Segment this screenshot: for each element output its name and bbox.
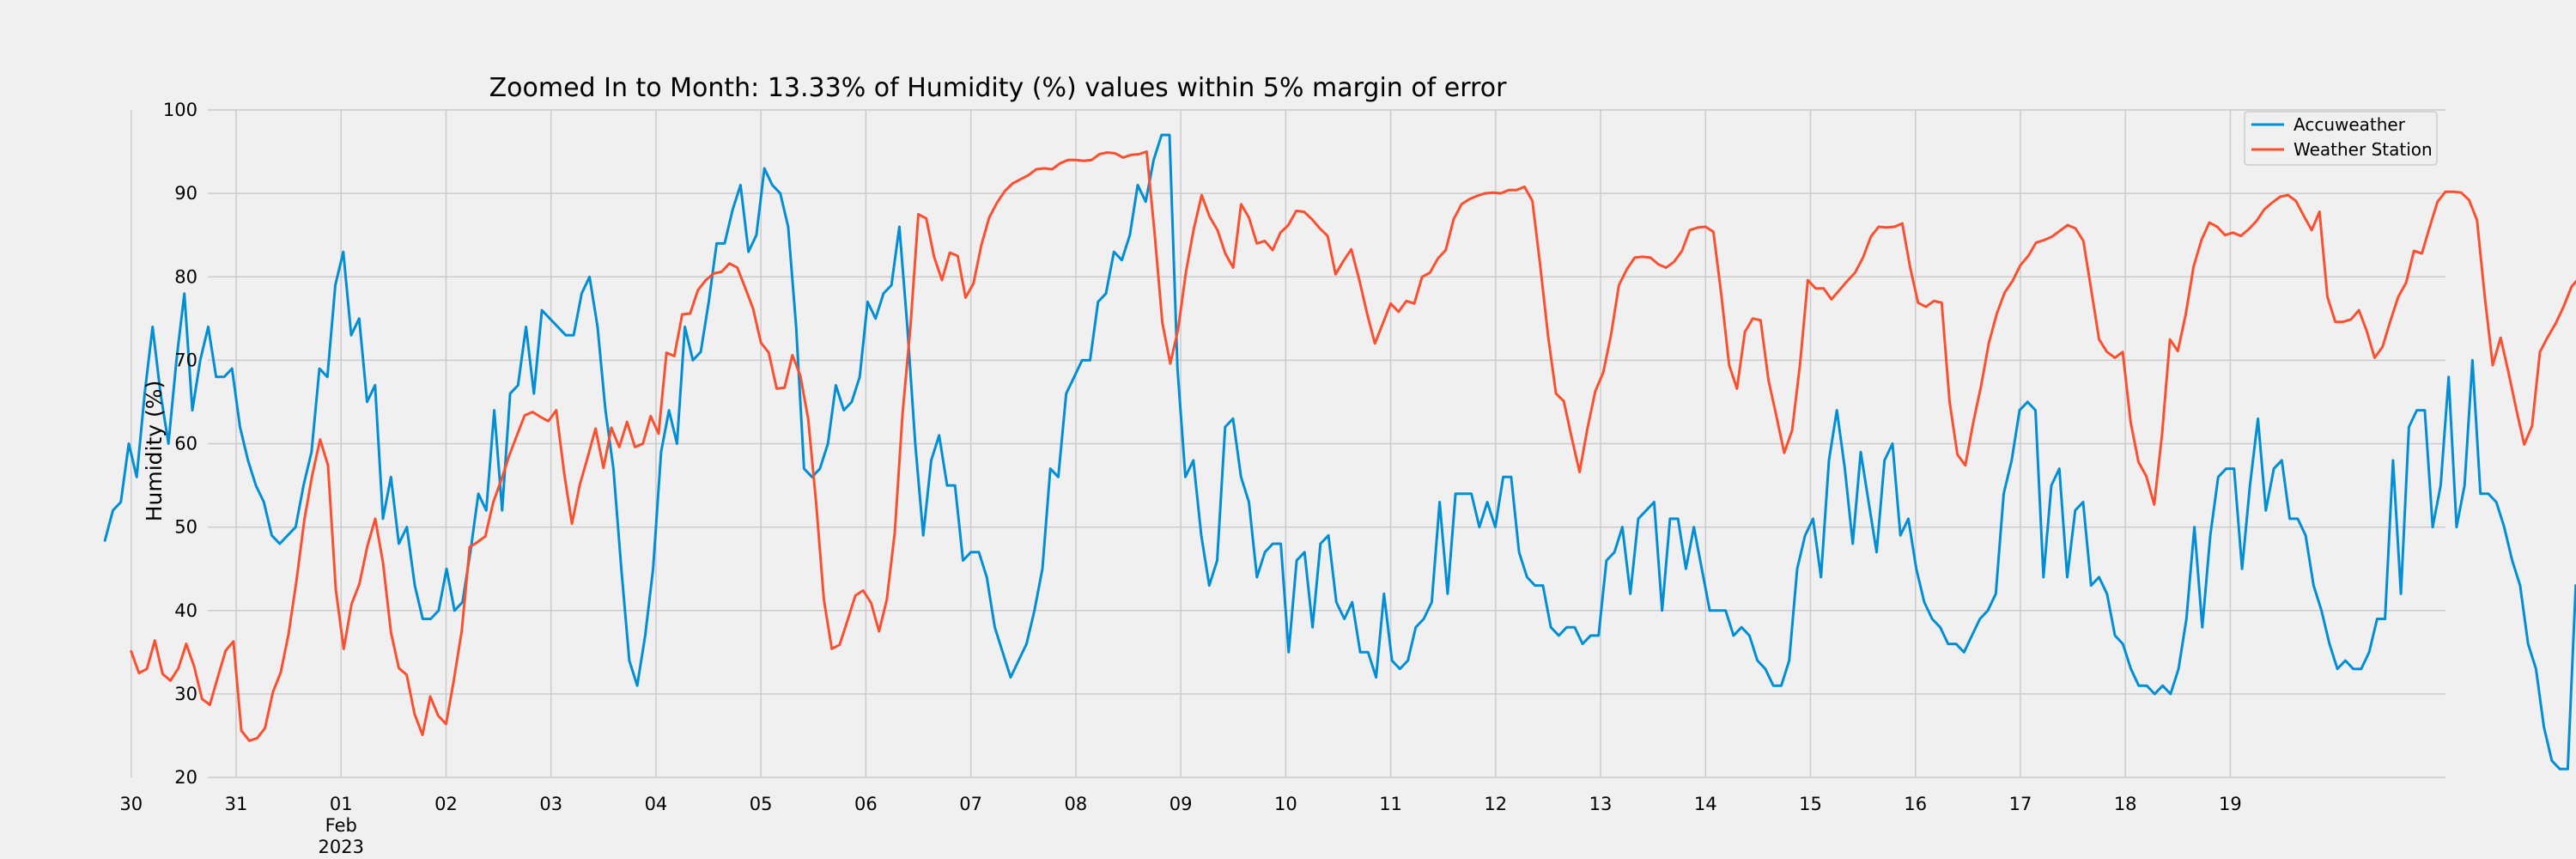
y-tick-label: 90 xyxy=(174,183,197,204)
y-tick-label: 60 xyxy=(174,434,197,454)
x-tick-label: 04 xyxy=(645,794,668,814)
y-axis-tick-labels: 20 30 40 50 60 70 80 90 100 xyxy=(163,100,197,788)
legend: Accuweather Weather Station xyxy=(2244,111,2438,166)
grid-lines xyxy=(131,109,2445,778)
y-tick-label: 100 xyxy=(163,100,197,120)
x-tick-label: 14 xyxy=(1694,794,1717,814)
x-tick-sublabel: Feb xyxy=(325,815,357,836)
x-tick-label: 18 xyxy=(2114,794,2137,814)
x-tick-label: 12 xyxy=(1484,794,1507,814)
x-tick-label: 10 xyxy=(1274,794,1297,814)
series-line-accuweather xyxy=(103,133,2576,771)
x-tick-label: 01 xyxy=(330,794,353,814)
y-tick-label: 50 xyxy=(174,517,197,538)
x-tick-label: 03 xyxy=(539,794,562,814)
series-layer xyxy=(103,133,2576,771)
x-tick-label: 07 xyxy=(959,794,982,814)
x-tick-label: 09 xyxy=(1170,794,1193,814)
x-tick-label: 19 xyxy=(2219,794,2242,814)
x-tick-label: 08 xyxy=(1064,794,1087,814)
y-tick-label: 20 xyxy=(174,767,197,788)
y-tick-label: 30 xyxy=(174,684,197,704)
x-tick-label: 17 xyxy=(2009,794,2032,814)
x-tick-sublabel: 2023 xyxy=(319,837,364,857)
x-tick-label: 05 xyxy=(750,794,773,814)
x-tick-label: 02 xyxy=(434,794,458,814)
legend-label-accuweather: Accuweather xyxy=(2293,114,2406,135)
x-tick-label: 31 xyxy=(225,794,248,814)
x-tick-label: 13 xyxy=(1589,794,1613,814)
legend-box xyxy=(2244,111,2438,166)
y-tick-label: 70 xyxy=(174,350,197,370)
chart-title: Zoomed In to Month: 13.33% of Humidity (… xyxy=(489,73,1507,103)
y-axis-label: Humidity (%) xyxy=(142,381,167,522)
x-tick-label: 15 xyxy=(1799,794,1822,814)
series-line-weather-station xyxy=(130,150,2576,742)
x-tick-label: 11 xyxy=(1379,794,1402,814)
y-tick-label: 40 xyxy=(174,600,197,621)
x-tick-label: 06 xyxy=(854,794,878,814)
legend-label-weather-station: Weather Station xyxy=(2293,139,2433,160)
y-tick-label: 80 xyxy=(174,266,197,287)
x-tick-label: 30 xyxy=(119,794,143,814)
x-tick-label: 16 xyxy=(1904,794,1927,814)
